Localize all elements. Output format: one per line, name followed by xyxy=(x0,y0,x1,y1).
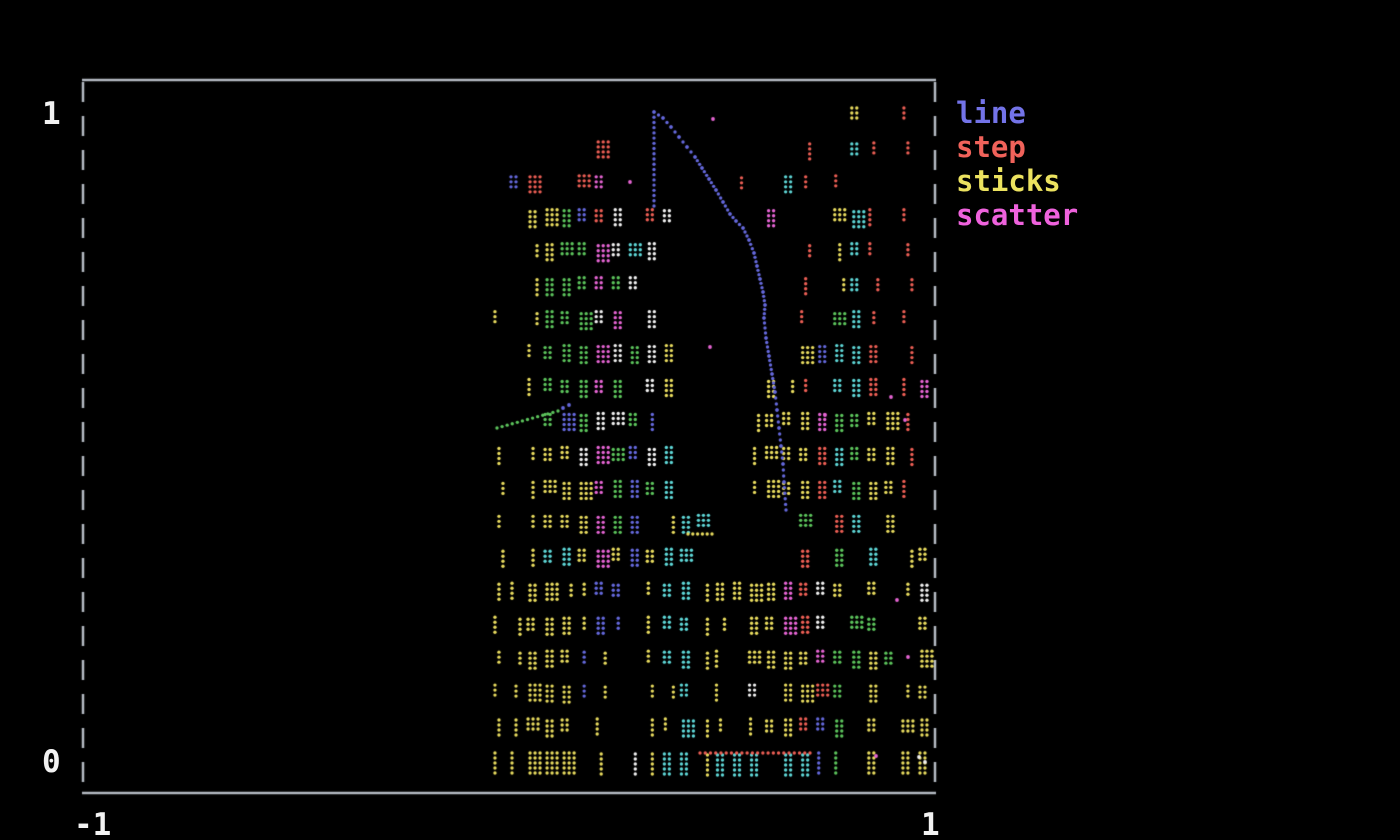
x-axis-tick-right: 1 xyxy=(921,807,940,840)
legend-item-scatter: scatter xyxy=(956,198,1079,232)
legend-item-sticks: sticks xyxy=(956,164,1061,198)
legend: line step sticks scatter xyxy=(956,96,1078,232)
x-axis-tick-left: -1 xyxy=(74,807,112,840)
legend-item-step: step xyxy=(956,130,1026,164)
legend-item-line: line xyxy=(956,96,1026,130)
y-axis-tick-top: 1 xyxy=(42,96,61,132)
y-axis-tick-bottom: 0 xyxy=(42,744,61,780)
